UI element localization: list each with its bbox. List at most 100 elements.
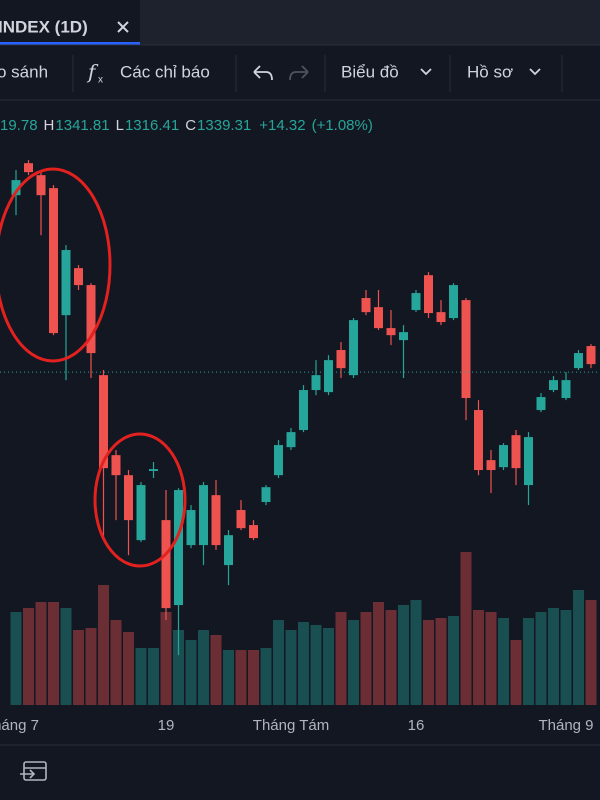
volume-bar (260, 648, 272, 705)
x-tick-label: Tháng Tám (253, 717, 329, 734)
volume-bar (585, 600, 597, 705)
volume-bar (148, 648, 159, 705)
redo-button[interactable] (289, 65, 309, 81)
ohlc-value: 1339.31 (197, 117, 251, 134)
ohlc-value: 19.78 (0, 117, 38, 134)
volume-bar (385, 610, 397, 705)
candle-body (349, 320, 358, 376)
candle-body (149, 469, 158, 471)
volume-bar (210, 635, 222, 705)
candle-body (274, 445, 283, 476)
ohlc-legend: 19.78 H1341.81 L1316.41 C1339.31 +14.32 (+1.0… (0, 117, 373, 134)
candle-body (199, 485, 208, 546)
candle-body (124, 475, 133, 521)
candle-body (461, 300, 471, 399)
ohlc-value: 1316.41 (125, 117, 179, 134)
indicators-button[interactable]: Các chỉ báo (120, 62, 210, 81)
candle-pane (11, 160, 596, 656)
close-tab[interactable] (117, 21, 129, 33)
volume-bar (335, 612, 347, 705)
volume-bar (460, 552, 472, 705)
volume-bar (535, 612, 547, 705)
candle-body (511, 435, 521, 469)
candle-body (386, 328, 396, 336)
volume-bar (298, 622, 309, 705)
volume-bar (223, 650, 234, 705)
x-tick-label: 19 (158, 717, 175, 734)
volume-bar (448, 616, 459, 705)
volume-bar (373, 602, 384, 705)
x-tick-label: 16 (408, 717, 425, 734)
volume-bar (73, 630, 84, 705)
candle-body (261, 487, 271, 503)
volume-bar (473, 610, 484, 705)
volume-bar (235, 650, 247, 705)
candle-body (424, 275, 433, 314)
candle-body (236, 510, 246, 529)
tab-indicator (0, 42, 140, 45)
candle-body (549, 380, 558, 391)
volume-bar (348, 620, 359, 705)
volume-bar (573, 590, 584, 705)
candle-body (49, 188, 58, 334)
date-range-icon[interactable] (20, 761, 47, 781)
volume-bar (98, 585, 109, 705)
volume-bar (523, 618, 534, 705)
candle-body (24, 163, 33, 173)
candle-body (336, 350, 346, 369)
chart-type-button[interactable]: Biểu đồ (341, 62, 399, 81)
volume-pane (10, 552, 597, 705)
candle-body (536, 397, 546, 411)
volume-bar (423, 620, 434, 705)
volume-bar (23, 608, 34, 705)
volume-bar (60, 608, 72, 705)
candle-body (86, 285, 96, 354)
tab-title: INDEX (1D) (0, 17, 88, 36)
volume-bar (548, 608, 559, 705)
candle-body (574, 353, 583, 369)
candle-body (449, 285, 458, 319)
volume-bar (360, 612, 372, 705)
candle-body (249, 525, 258, 539)
candle-body (11, 180, 21, 196)
volume-bar (510, 640, 522, 705)
candle-body (411, 293, 421, 311)
annotation-circle (93, 432, 187, 568)
volume-bar (123, 632, 134, 705)
tab[interactable] (0, 0, 140, 45)
candle-body (136, 485, 146, 541)
candle-body (324, 360, 333, 393)
change-pct: (+1.08%) (312, 117, 373, 134)
candle-body (186, 510, 196, 546)
volume-bar (135, 648, 147, 705)
volume-bar (560, 610, 572, 705)
candle-body (436, 312, 446, 323)
volume-bar (435, 618, 447, 705)
candle-body (561, 380, 571, 399)
plot: háng 7 19 Tháng Tám 16 Tháng 9 (0, 160, 600, 734)
candle-body (499, 445, 508, 468)
candle-body (311, 375, 321, 391)
candle-body (361, 298, 371, 313)
candle-body (474, 410, 483, 471)
undo-button[interactable] (253, 65, 273, 81)
annotation-circle (0, 167, 112, 363)
volume-bar (35, 602, 47, 705)
volume-bar (10, 612, 22, 705)
volume-bar (323, 628, 334, 705)
volume-bar (110, 620, 122, 705)
volume-bar (485, 612, 497, 705)
candle-body (524, 437, 533, 486)
x-tick-label: háng 7 (0, 717, 39, 734)
volume-bar (160, 612, 172, 705)
compare-button[interactable]: o sánh (0, 62, 48, 81)
volume-bar (48, 602, 59, 705)
profile-button[interactable]: Hồ sơ (467, 62, 513, 81)
candle-body (586, 346, 596, 365)
volume-bar (498, 618, 509, 705)
chevron (420, 68, 432, 76)
candle-body (61, 250, 71, 316)
volume-bar (185, 640, 197, 705)
candle-body (161, 520, 171, 609)
